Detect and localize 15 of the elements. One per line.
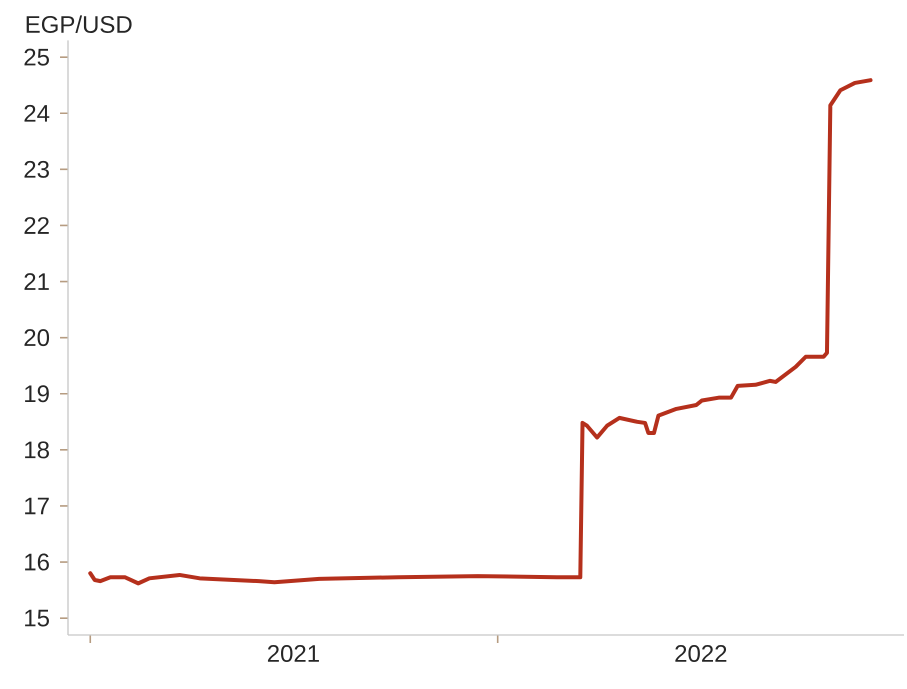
y-tick-label: 18 — [25, 441, 49, 458]
x-tick-label: 2021 — [268, 645, 319, 662]
line-series — [88, 78, 873, 586]
y-axis-title: EGP/USD — [26, 15, 132, 33]
y-tick-label: 15 — [25, 610, 49, 627]
x-tick-label: 2022 — [675, 645, 726, 662]
y-tick-label: 20 — [24, 329, 50, 346]
y-tick-label: 17 — [25, 498, 49, 514]
y-tick-label: 16 — [25, 554, 49, 571]
y-tick-label: 25 — [24, 48, 49, 66]
y-tick-label: 23 — [24, 160, 49, 178]
y-tick-label: 19 — [25, 385, 49, 402]
y-tick-label: 21 — [24, 273, 49, 290]
y-tick-label: 22 — [24, 217, 49, 234]
y-tick-label: 24 — [24, 104, 50, 122]
